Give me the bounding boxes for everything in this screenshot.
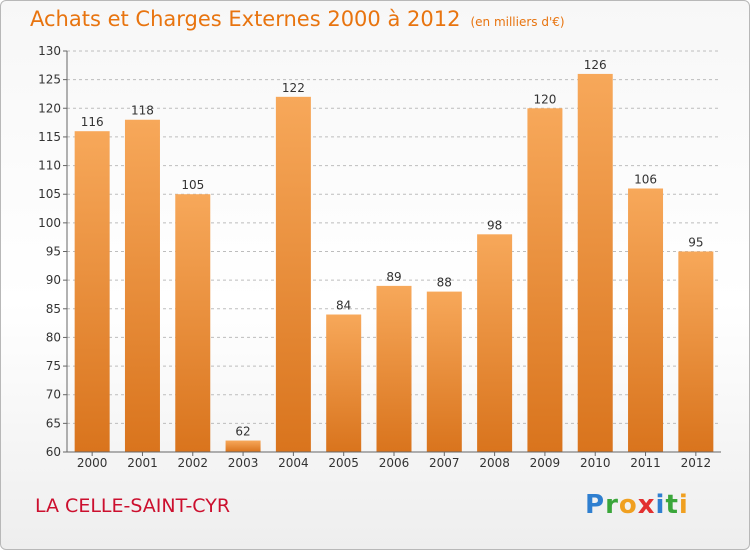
- bar-value-label: 84: [336, 299, 351, 313]
- logo-letter: r: [605, 490, 619, 520]
- logo-letter: t: [665, 490, 679, 520]
- bar-value-label: 89: [386, 270, 401, 284]
- bar: [326, 314, 362, 452]
- x-tick-label: 2008: [479, 456, 510, 470]
- bar-value-label: 118: [131, 104, 154, 118]
- logo-letter: x: [637, 490, 656, 520]
- bar-value-label: 120: [533, 92, 556, 106]
- x-tick-label: 2001: [127, 456, 158, 470]
- proxiti-logo[interactable]: Proxiti: [585, 490, 689, 520]
- y-tick-label: 105: [38, 187, 61, 201]
- bar: [376, 285, 412, 452]
- logo-letter: i: [655, 490, 666, 520]
- bar-value-label: 98: [487, 218, 502, 232]
- y-tick-label: 60: [46, 445, 61, 459]
- y-tick-label: 75: [46, 359, 61, 373]
- y-tick-label: 85: [46, 302, 61, 316]
- logo-letter: o: [618, 490, 638, 520]
- bar: [124, 119, 160, 452]
- x-tick-label: 2010: [580, 456, 611, 470]
- y-tick-label: 120: [38, 101, 61, 115]
- bar-value-label: 95: [688, 236, 703, 250]
- x-tick-label: 2007: [429, 456, 460, 470]
- bar: [577, 73, 613, 453]
- y-tick-label: 65: [46, 416, 61, 430]
- x-tick-label: 2003: [228, 456, 259, 470]
- bar: [275, 96, 311, 452]
- bar: [175, 194, 211, 452]
- bar: [225, 440, 261, 452]
- x-tick-label: 2002: [177, 456, 208, 470]
- y-tick-label: 130: [38, 44, 61, 58]
- x-tick-label: 2009: [530, 456, 561, 470]
- bar-value-label: 105: [181, 178, 204, 192]
- x-tick-label: 2011: [630, 456, 661, 470]
- y-tick-label: 115: [38, 130, 61, 144]
- bar-value-label: 106: [634, 172, 657, 186]
- y-tick-label: 110: [38, 159, 61, 173]
- bar-value-label: 62: [235, 425, 250, 439]
- y-tick-label: 95: [46, 245, 61, 259]
- bar-value-label: 88: [437, 276, 452, 290]
- logo-letter: i: [678, 490, 689, 520]
- bar: [477, 234, 513, 452]
- x-tick-label: 2000: [77, 456, 108, 470]
- location-label: LA CELLE-SAINT-CYR: [35, 495, 231, 517]
- bar: [527, 108, 563, 453]
- y-tick-label: 70: [46, 388, 61, 402]
- y-tick-label: 90: [46, 273, 61, 287]
- x-tick-label: 2012: [681, 456, 712, 470]
- logo-letter: P: [585, 490, 606, 520]
- x-tick-label: 2006: [379, 456, 410, 470]
- y-tick-label: 125: [38, 73, 61, 87]
- bar: [74, 131, 110, 452]
- chart-subtitle: (en milliers d'€): [470, 15, 565, 29]
- bar-value-label: 126: [584, 58, 607, 72]
- bar: [678, 251, 714, 452]
- chart-title: Achats et Charges Externes 2000 à 2012 (e…: [30, 7, 565, 31]
- x-tick-label: 2005: [328, 456, 359, 470]
- bar: [628, 188, 664, 452]
- bar: [426, 291, 462, 452]
- y-tick-label: 100: [38, 216, 61, 230]
- bar-value-label: 122: [282, 81, 305, 95]
- x-tick-label: 2004: [278, 456, 309, 470]
- chart-title-text: Achats et Charges Externes 2000 à 2012: [30, 7, 461, 31]
- y-tick-label: 80: [46, 330, 61, 344]
- bar-value-label: 116: [81, 115, 104, 129]
